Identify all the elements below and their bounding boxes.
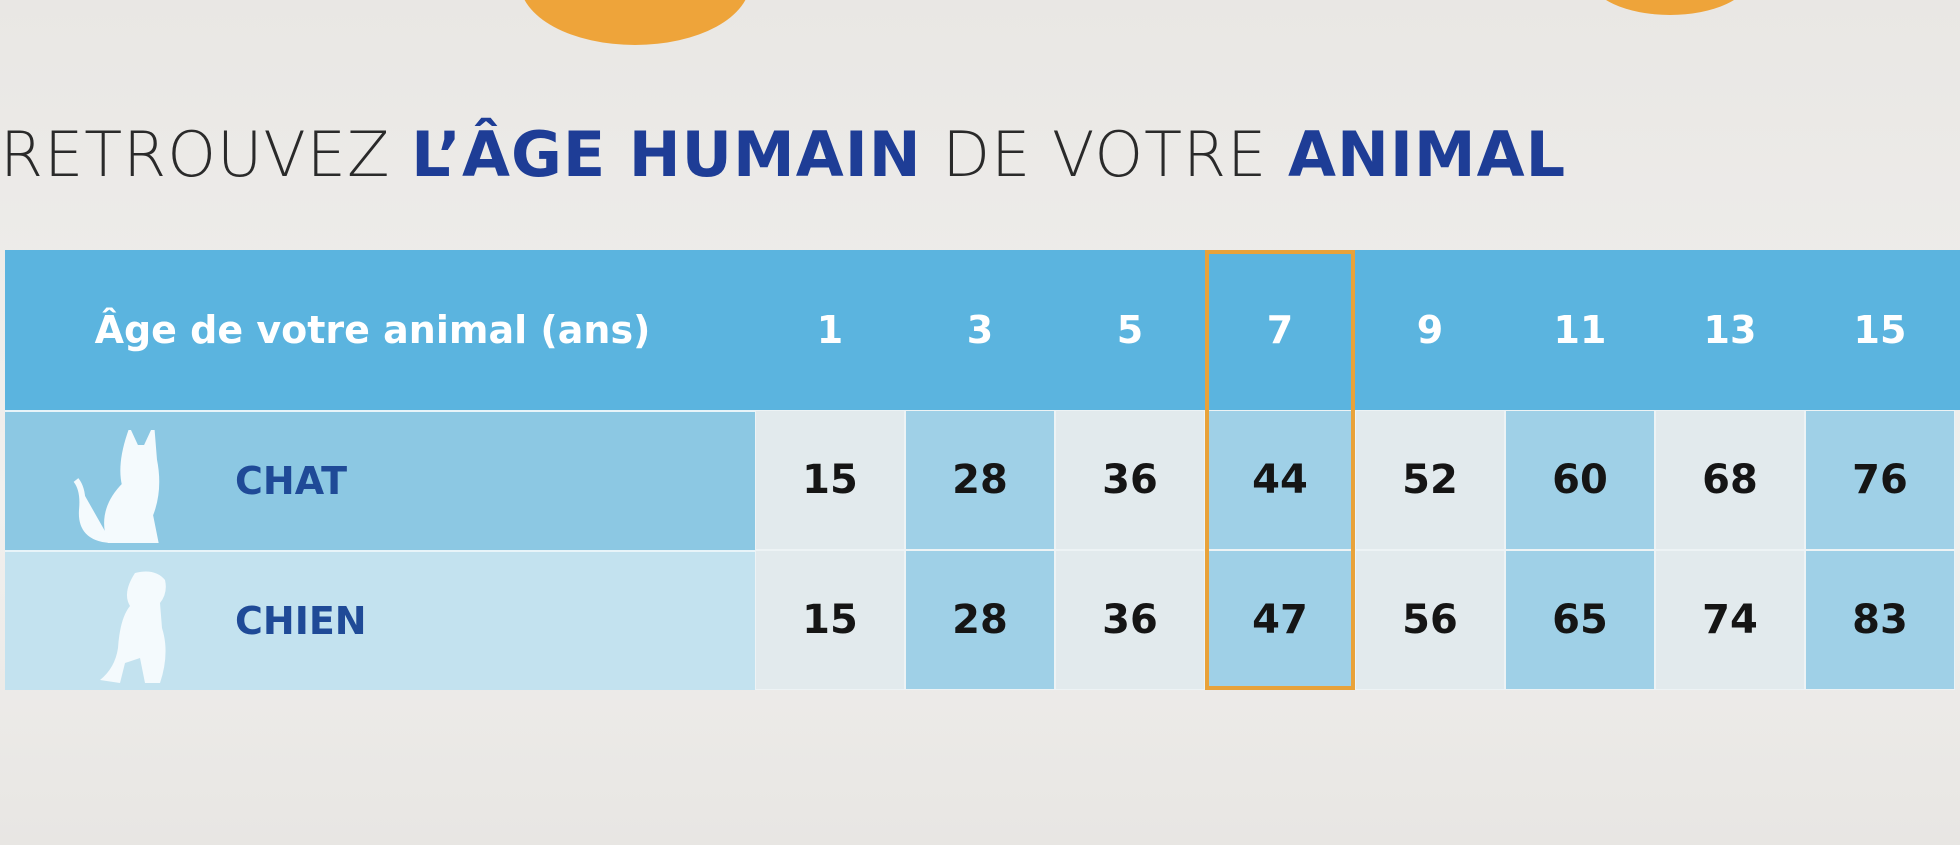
value-cell: 76 xyxy=(1805,410,1955,550)
title: RETROUVEZ L’ÂGE HUMAIN DE VOTRE ANIMAL xyxy=(0,118,1566,191)
value-cell: 28 xyxy=(905,550,1055,690)
value-cell: 44 xyxy=(1205,410,1355,550)
value-cell: 74 xyxy=(1655,550,1805,690)
title-part: DE VOTRE xyxy=(942,118,1268,191)
value-cell: 28 xyxy=(905,410,1055,550)
title-part: ANIMAL xyxy=(1287,118,1567,191)
column-header: 15 xyxy=(1805,250,1955,410)
title-part: L’ÂGE HUMAIN xyxy=(411,118,922,191)
column-header: 5 xyxy=(1055,250,1205,410)
column-header: 7 xyxy=(1205,250,1355,410)
value-cell: 83 xyxy=(1805,550,1955,690)
column-header: 3 xyxy=(905,250,1055,410)
cat-icon xyxy=(73,430,160,543)
header-label: Âge de votre animal (ans) xyxy=(5,250,740,410)
dog-icon xyxy=(100,571,166,683)
value-cell: 36 xyxy=(1055,550,1205,690)
value-cell: 52 xyxy=(1355,410,1505,550)
value-cell: 60 xyxy=(1505,410,1655,550)
decor-circle xyxy=(520,0,750,45)
value-cell: 56 xyxy=(1355,550,1505,690)
column-highlight xyxy=(1205,250,1355,690)
value-cell: 47 xyxy=(1205,550,1355,690)
value-cell: 36 xyxy=(1055,410,1205,550)
value-cell: 68 xyxy=(1655,410,1805,550)
value-cell: 15 xyxy=(755,550,905,690)
column-header: 9 xyxy=(1355,250,1505,410)
decor-circle xyxy=(1590,0,1750,15)
column-header: 1 xyxy=(755,250,905,410)
column-header: 13 xyxy=(1655,250,1805,410)
value-cell: 65 xyxy=(1505,550,1655,690)
value-cell: 15 xyxy=(755,410,905,550)
column-header: 11 xyxy=(1505,250,1655,410)
title-part: RETROUVEZ xyxy=(0,118,391,191)
